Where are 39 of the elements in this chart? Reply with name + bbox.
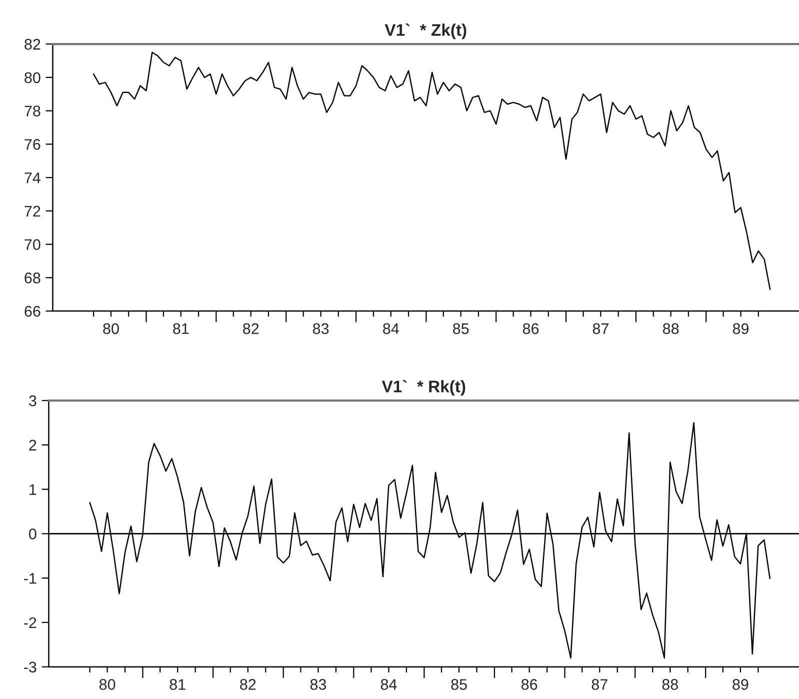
y-tick-label: 72 xyxy=(24,206,40,216)
y-tick-label: 66 xyxy=(24,306,40,317)
x-tick-label: 88 xyxy=(662,323,679,334)
y-tick-label: 74 xyxy=(24,172,40,184)
y-tick-label: 76 xyxy=(24,139,40,150)
chart-title: V1` * Zk(t) xyxy=(384,23,466,40)
x-tick-label: 83 xyxy=(310,679,326,690)
x-tick-label: 88 xyxy=(662,679,678,690)
y-tick-label: 2 xyxy=(29,440,36,450)
x-tick-label: 82 xyxy=(243,323,259,334)
y-tick-label: 80 xyxy=(24,72,40,84)
y-tick-label: 1 xyxy=(30,484,36,495)
x-tick-label: 85 xyxy=(453,323,469,334)
x-tick-label: 82 xyxy=(240,679,256,690)
x-tick-label: 86 xyxy=(522,679,538,690)
y-tick-label: -1 xyxy=(24,573,36,584)
x-tick-label: 84 xyxy=(383,323,399,334)
line-series xyxy=(92,52,771,290)
y-tick-label: 78 xyxy=(24,106,40,116)
x-tick-label: 85 xyxy=(451,679,467,690)
y-tick-label: 68 xyxy=(24,272,40,284)
x-tick-label: 80 xyxy=(99,679,116,690)
x-tick-label: 87 xyxy=(592,323,608,334)
y-tick-label: 0 xyxy=(29,528,36,540)
x-tick-label: 80 xyxy=(103,323,119,334)
x-tick-label: 81 xyxy=(170,679,186,690)
x-tick-label: 89 xyxy=(732,323,749,334)
x-tick-label: 89 xyxy=(732,679,748,690)
y-tick-label: 70 xyxy=(24,239,40,250)
y-tick-label: -3 xyxy=(24,662,36,673)
y-tick-label: -2 xyxy=(24,617,36,628)
x-tick-label: 87 xyxy=(592,679,608,690)
x-tick-label: 83 xyxy=(312,323,329,334)
y-tick-label: 82 xyxy=(24,38,40,50)
x-tick-label: 84 xyxy=(380,679,397,690)
x-tick-label: 81 xyxy=(173,323,189,334)
y-tick-label: 3 xyxy=(29,395,36,406)
chart-title: V1` * Rk(t) xyxy=(382,380,466,396)
x-tick-label: 86 xyxy=(522,323,539,334)
